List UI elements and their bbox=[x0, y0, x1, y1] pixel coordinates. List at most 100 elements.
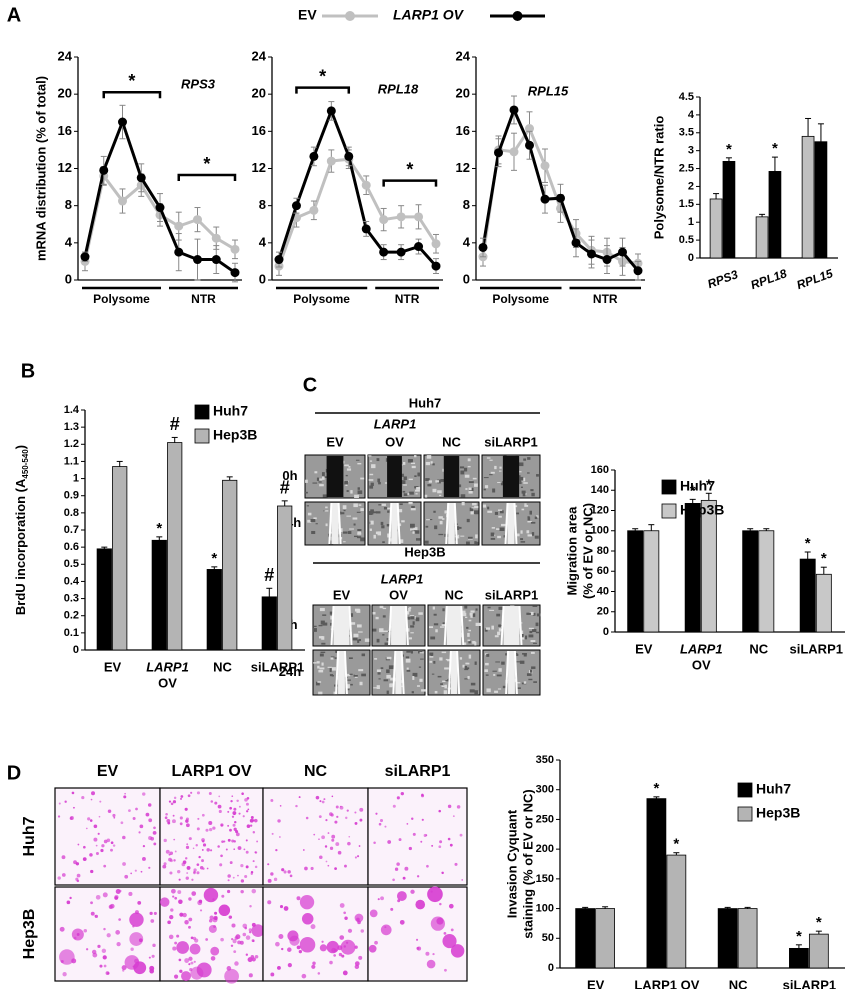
texture bbox=[444, 680, 449, 682]
column-label: NC bbox=[442, 434, 461, 449]
stained-cell bbox=[224, 968, 239, 984]
texture bbox=[317, 665, 320, 669]
texture bbox=[490, 471, 495, 474]
legend-label: Huh7 bbox=[680, 478, 715, 494]
texture bbox=[361, 673, 366, 677]
texture bbox=[372, 611, 376, 615]
stained-cell bbox=[185, 857, 188, 860]
stained-cell bbox=[227, 838, 231, 842]
stained-cell bbox=[346, 809, 349, 812]
stained-cell bbox=[242, 932, 247, 937]
y-tick-label: 1.1 bbox=[64, 455, 79, 467]
stained-cell bbox=[431, 844, 434, 847]
texture bbox=[376, 638, 380, 643]
y-tick-label: 4 bbox=[463, 234, 471, 249]
stained-cell bbox=[380, 896, 384, 901]
texture bbox=[383, 630, 388, 633]
texture bbox=[519, 660, 525, 664]
stained-cell bbox=[172, 946, 177, 951]
texture bbox=[352, 517, 358, 520]
texture bbox=[472, 502, 477, 506]
texture bbox=[498, 606, 504, 610]
stained-cell bbox=[270, 972, 275, 977]
stained-cell bbox=[228, 915, 233, 919]
stained-cell bbox=[122, 835, 126, 840]
y-tick-label: 0.2 bbox=[64, 610, 79, 622]
texture bbox=[383, 506, 388, 510]
texture bbox=[516, 687, 521, 689]
stained-cell bbox=[227, 810, 230, 813]
texture bbox=[431, 673, 435, 675]
texture bbox=[433, 660, 436, 664]
texture bbox=[402, 490, 406, 493]
texture bbox=[465, 662, 470, 665]
y-tick-label: 0.4 bbox=[64, 575, 80, 587]
significance-marker: * bbox=[772, 140, 778, 157]
texture bbox=[499, 628, 502, 632]
texture bbox=[382, 615, 386, 618]
stained-cell bbox=[442, 934, 457, 949]
texture bbox=[430, 461, 433, 464]
row-label: Hep3B bbox=[21, 909, 38, 960]
stained-cell bbox=[227, 874, 231, 878]
stained-cell bbox=[177, 890, 182, 895]
significance-marker: * bbox=[203, 154, 210, 174]
stained-cell bbox=[254, 818, 258, 823]
wound-gap bbox=[395, 651, 402, 694]
texture bbox=[410, 528, 414, 531]
y-tick-label: 2 bbox=[688, 180, 694, 192]
texture bbox=[426, 519, 430, 521]
wound-gap bbox=[448, 503, 455, 544]
wound-gap bbox=[446, 606, 462, 645]
stained-cell bbox=[283, 870, 287, 874]
texture bbox=[345, 684, 350, 689]
texture bbox=[346, 673, 351, 677]
texture bbox=[318, 636, 323, 639]
stained-cell bbox=[203, 887, 219, 903]
stained-cell bbox=[106, 838, 111, 843]
stained-cell bbox=[159, 897, 170, 907]
texture bbox=[527, 472, 530, 474]
texture bbox=[521, 490, 526, 494]
texture bbox=[428, 480, 432, 483]
wound-edge bbox=[335, 650, 340, 695]
texture bbox=[463, 642, 467, 645]
stained-cell bbox=[231, 839, 235, 843]
y-tick-label: 24 bbox=[456, 48, 471, 63]
stained-cell bbox=[273, 877, 278, 882]
x-tick-label: RPL15 bbox=[795, 266, 835, 292]
texture bbox=[311, 530, 316, 535]
texture bbox=[361, 653, 366, 657]
texture bbox=[530, 521, 536, 524]
point bbox=[379, 215, 389, 225]
bar bbox=[627, 530, 644, 633]
wound-edge bbox=[445, 502, 450, 545]
stained-cell bbox=[234, 961, 239, 966]
stained-cell bbox=[234, 820, 237, 824]
texture bbox=[409, 491, 414, 495]
stained-cell bbox=[254, 954, 259, 959]
texture bbox=[329, 674, 334, 677]
series-line bbox=[277, 106, 438, 268]
bar bbox=[737, 908, 758, 969]
texture bbox=[462, 664, 465, 668]
y-tick-label: 0.7 bbox=[64, 524, 79, 536]
stained-cell bbox=[311, 964, 316, 969]
texture bbox=[487, 606, 491, 609]
wound-gap bbox=[326, 456, 344, 497]
significance-marker: * bbox=[690, 482, 696, 499]
stained-cell bbox=[423, 833, 427, 838]
stained-cell bbox=[90, 869, 94, 874]
texture bbox=[372, 511, 377, 514]
stained-cell bbox=[331, 838, 335, 842]
stained-cell bbox=[83, 928, 88, 933]
stained-cell bbox=[190, 791, 193, 794]
stained-cell bbox=[185, 845, 190, 849]
micrograph bbox=[262, 787, 369, 886]
texture bbox=[489, 474, 493, 476]
stained-cell bbox=[404, 866, 409, 871]
stained-cell bbox=[192, 936, 197, 941]
texture bbox=[466, 541, 470, 545]
micrograph bbox=[367, 787, 468, 886]
texture bbox=[445, 658, 448, 661]
